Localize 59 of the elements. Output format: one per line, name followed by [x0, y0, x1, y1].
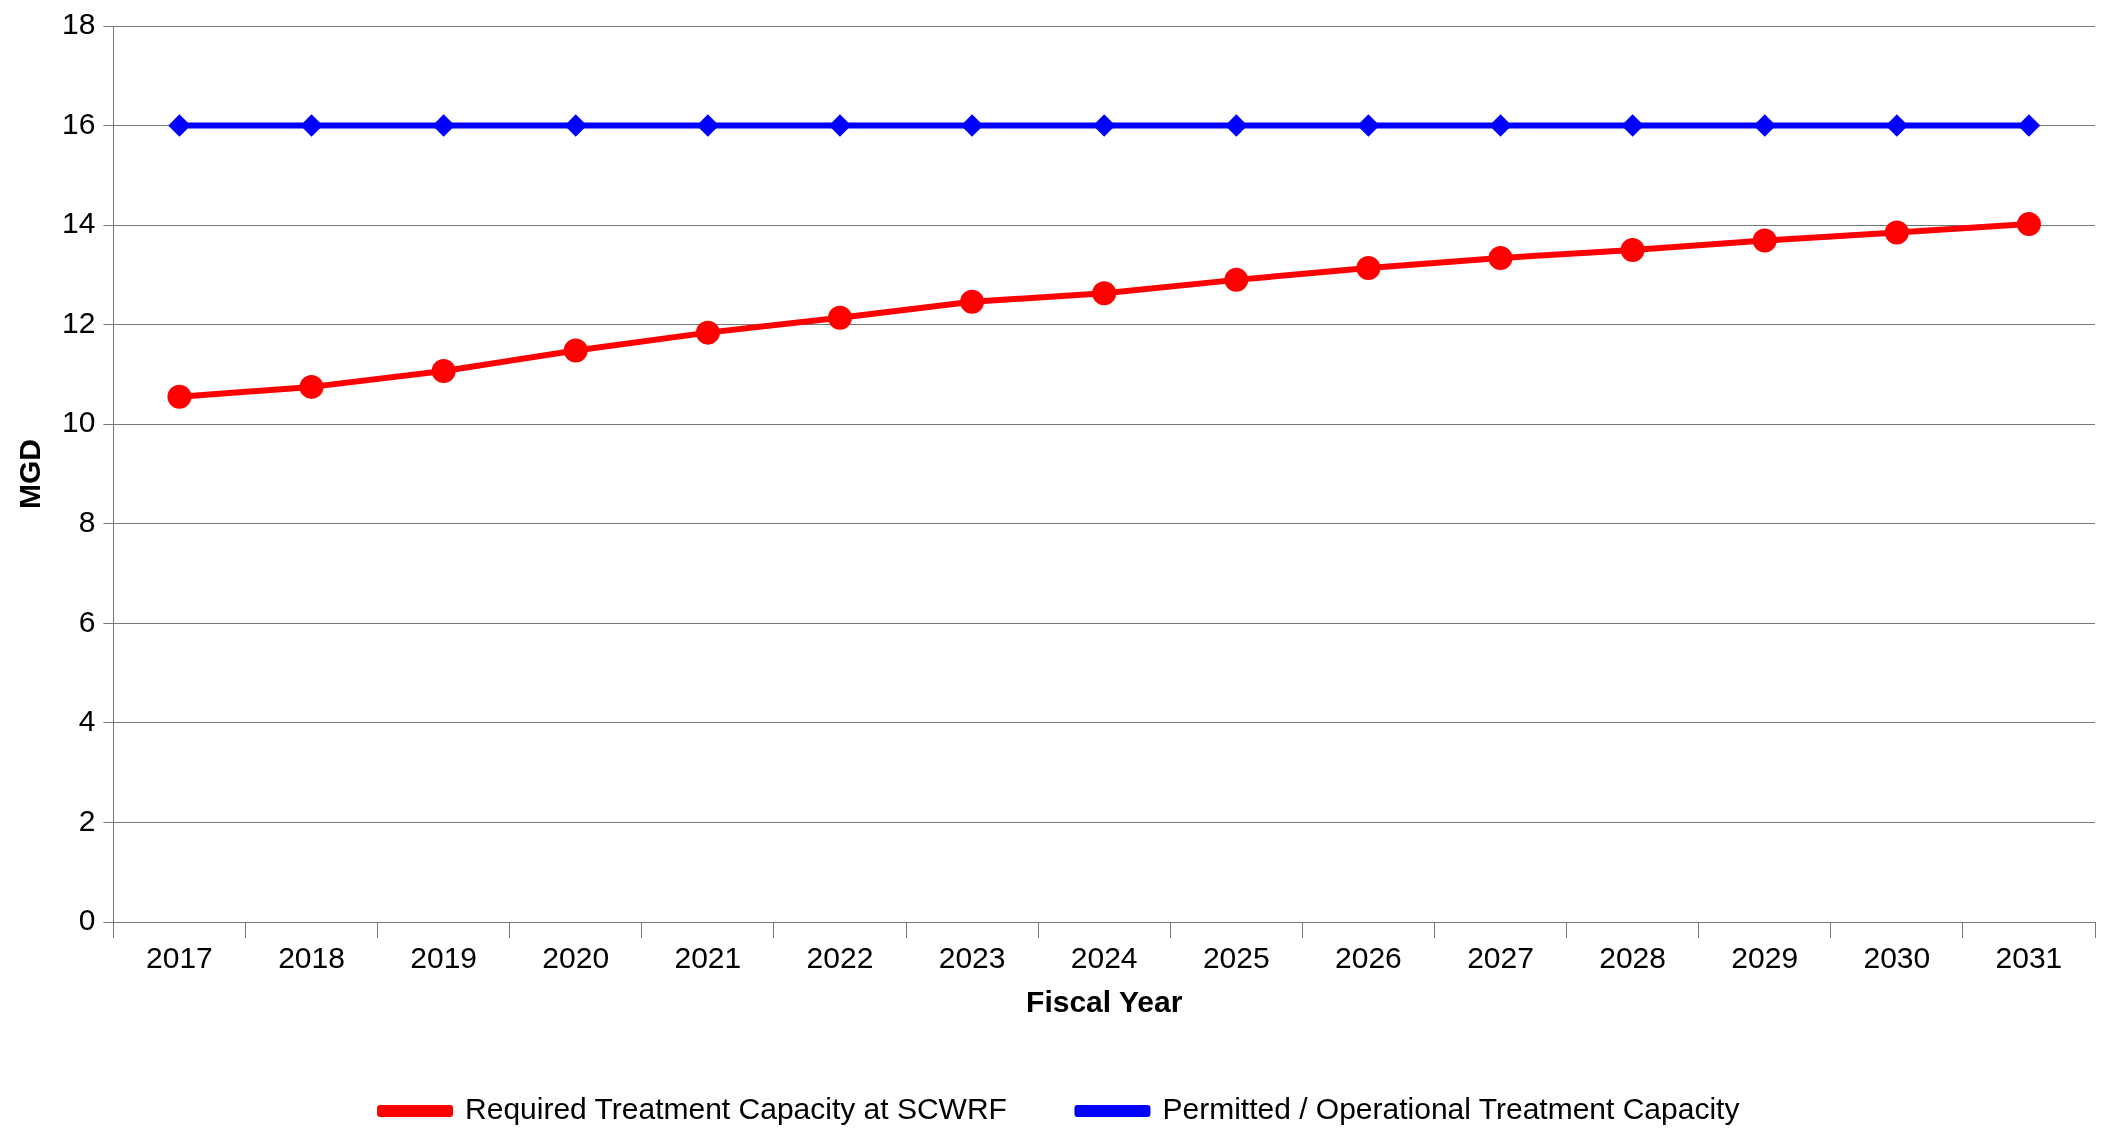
point [1094, 115, 1115, 136]
point [829, 115, 850, 136]
y-tick-label: 14 [61, 206, 96, 240]
point [301, 115, 322, 136]
point [1488, 245, 1513, 270]
point [960, 289, 985, 314]
x-tick-label: 2030 [1863, 941, 1931, 975]
y-tick-label: 2 [78, 803, 96, 837]
y-tick-label: 16 [61, 106, 96, 140]
legend-label: Required Treatment Capacity at SCWRF [465, 1092, 1007, 1126]
x-tick-label: 2017 [146, 941, 213, 975]
point [1886, 115, 1907, 136]
x-tick-label: 2023 [938, 941, 1006, 975]
x-tick-label: 2018 [278, 941, 345, 975]
point [1754, 115, 1775, 136]
point [1226, 115, 1247, 136]
x-tick-label: 2025 [1202, 941, 1270, 975]
y-axis-title: MGD [13, 439, 47, 509]
point [1358, 115, 1379, 136]
x-tick-label: 2031 [1995, 941, 2063, 975]
y-tick-label: 0 [78, 903, 96, 937]
point [169, 115, 190, 136]
y-tick-label: 4 [78, 704, 96, 738]
x-tick-label: 2019 [410, 941, 478, 975]
point [962, 115, 983, 136]
y-tick-label: 10 [61, 405, 96, 439]
x-tick-label: 2029 [1731, 941, 1799, 975]
point [299, 374, 324, 399]
point [695, 320, 720, 345]
x-tick-label: 2021 [674, 941, 742, 975]
point [1224, 267, 1249, 292]
x-tick-label: 2020 [542, 941, 610, 975]
point [697, 115, 718, 136]
point [565, 115, 586, 136]
point [2018, 115, 2039, 136]
x-tick-label: 2024 [1070, 941, 1138, 975]
y-tick-label: 18 [61, 7, 96, 41]
point [1620, 238, 1645, 262]
point [1752, 228, 1777, 253]
point [563, 338, 588, 363]
point [431, 358, 456, 383]
point [1092, 281, 1117, 306]
x-tick-label: 2027 [1467, 941, 1534, 975]
point [827, 305, 852, 330]
y-tick-label: 6 [78, 604, 96, 638]
point [1884, 220, 1909, 245]
y-tick-label: 8 [78, 505, 96, 539]
y-tick-label: 12 [61, 305, 96, 339]
point [167, 384, 192, 409]
point [1356, 255, 1381, 280]
point [1622, 115, 1643, 136]
x-tick-label: 2026 [1335, 941, 1402, 975]
point [2016, 212, 2041, 237]
x-tick-label: 2022 [806, 941, 874, 975]
x-axis-title: Fiscal Year [1026, 985, 1183, 1019]
legend-label: Permitted / Operational Treatment Capacity [1162, 1092, 1740, 1126]
x-tick-label: 2028 [1599, 941, 1666, 975]
point [1490, 115, 1511, 136]
point [433, 115, 454, 136]
